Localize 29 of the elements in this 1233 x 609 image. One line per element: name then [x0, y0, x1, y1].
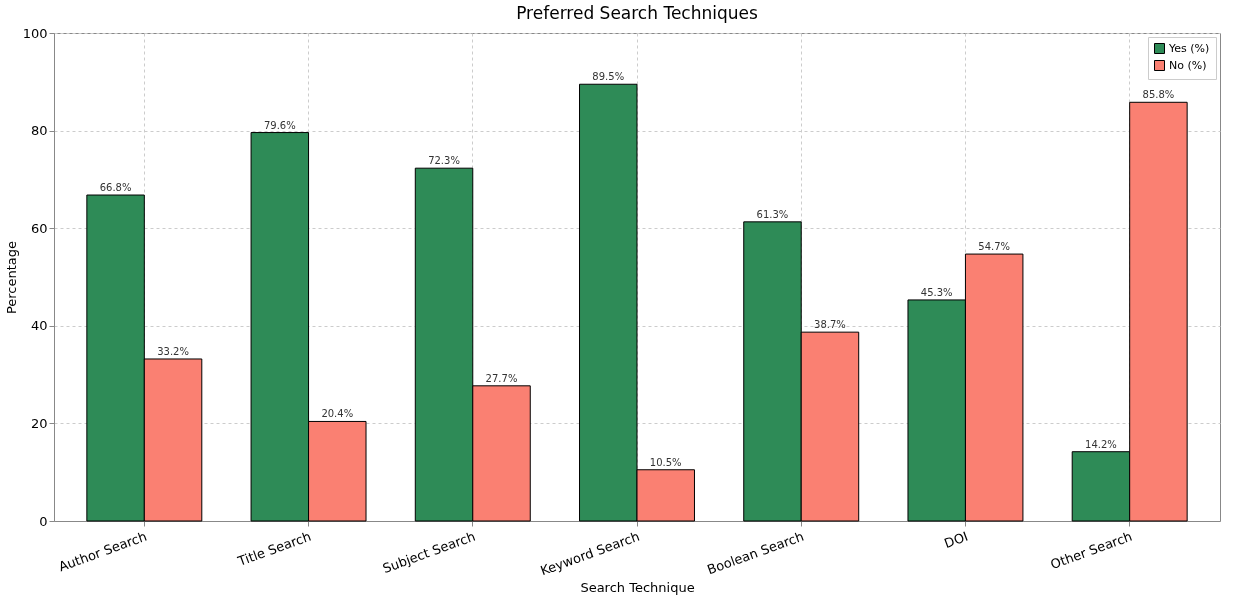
- x-axis-title: Search Technique: [580, 580, 695, 596]
- chart-title: Preferred Search Techniques: [516, 3, 758, 23]
- data-label: 66.8%: [99, 182, 132, 194]
- y-tick-label: 80: [30, 123, 48, 139]
- data-label: 61.3%: [756, 208, 789, 220]
- data-label: 85.8%: [1142, 89, 1175, 101]
- y-tick-label: 0: [39, 513, 48, 529]
- data-label: 89.5%: [592, 71, 625, 83]
- y-tick-label: 40: [30, 318, 48, 334]
- x-tick-label: Author Search: [56, 528, 149, 575]
- x-tick-label: Other Search: [1048, 528, 1135, 573]
- data-label: 27.7%: [485, 372, 518, 384]
- x-tick-label: DOI: [942, 528, 970, 551]
- y-tick-label: 60: [30, 220, 48, 236]
- data-label: 54.7%: [978, 241, 1011, 253]
- data-label: 79.6%: [263, 119, 296, 131]
- legend-label: No (%): [1169, 58, 1207, 72]
- data-label: 14.2%: [1085, 438, 1117, 450]
- legend-label: Yes (%): [1168, 41, 1210, 55]
- x-tick-label: Title Search: [234, 528, 313, 570]
- data-label: 45.3%: [920, 286, 953, 298]
- data-label: 72.3%: [428, 155, 460, 167]
- data-label: 10.5%: [649, 456, 682, 468]
- y-tick-label: 100: [22, 25, 48, 41]
- y-tick-label: 20: [30, 415, 48, 431]
- data-label: 20.4%: [321, 408, 354, 420]
- data-label: 33.2%: [157, 345, 189, 357]
- data-label: 38.7%: [814, 319, 846, 331]
- y-axis-title: Percentage: [3, 240, 19, 315]
